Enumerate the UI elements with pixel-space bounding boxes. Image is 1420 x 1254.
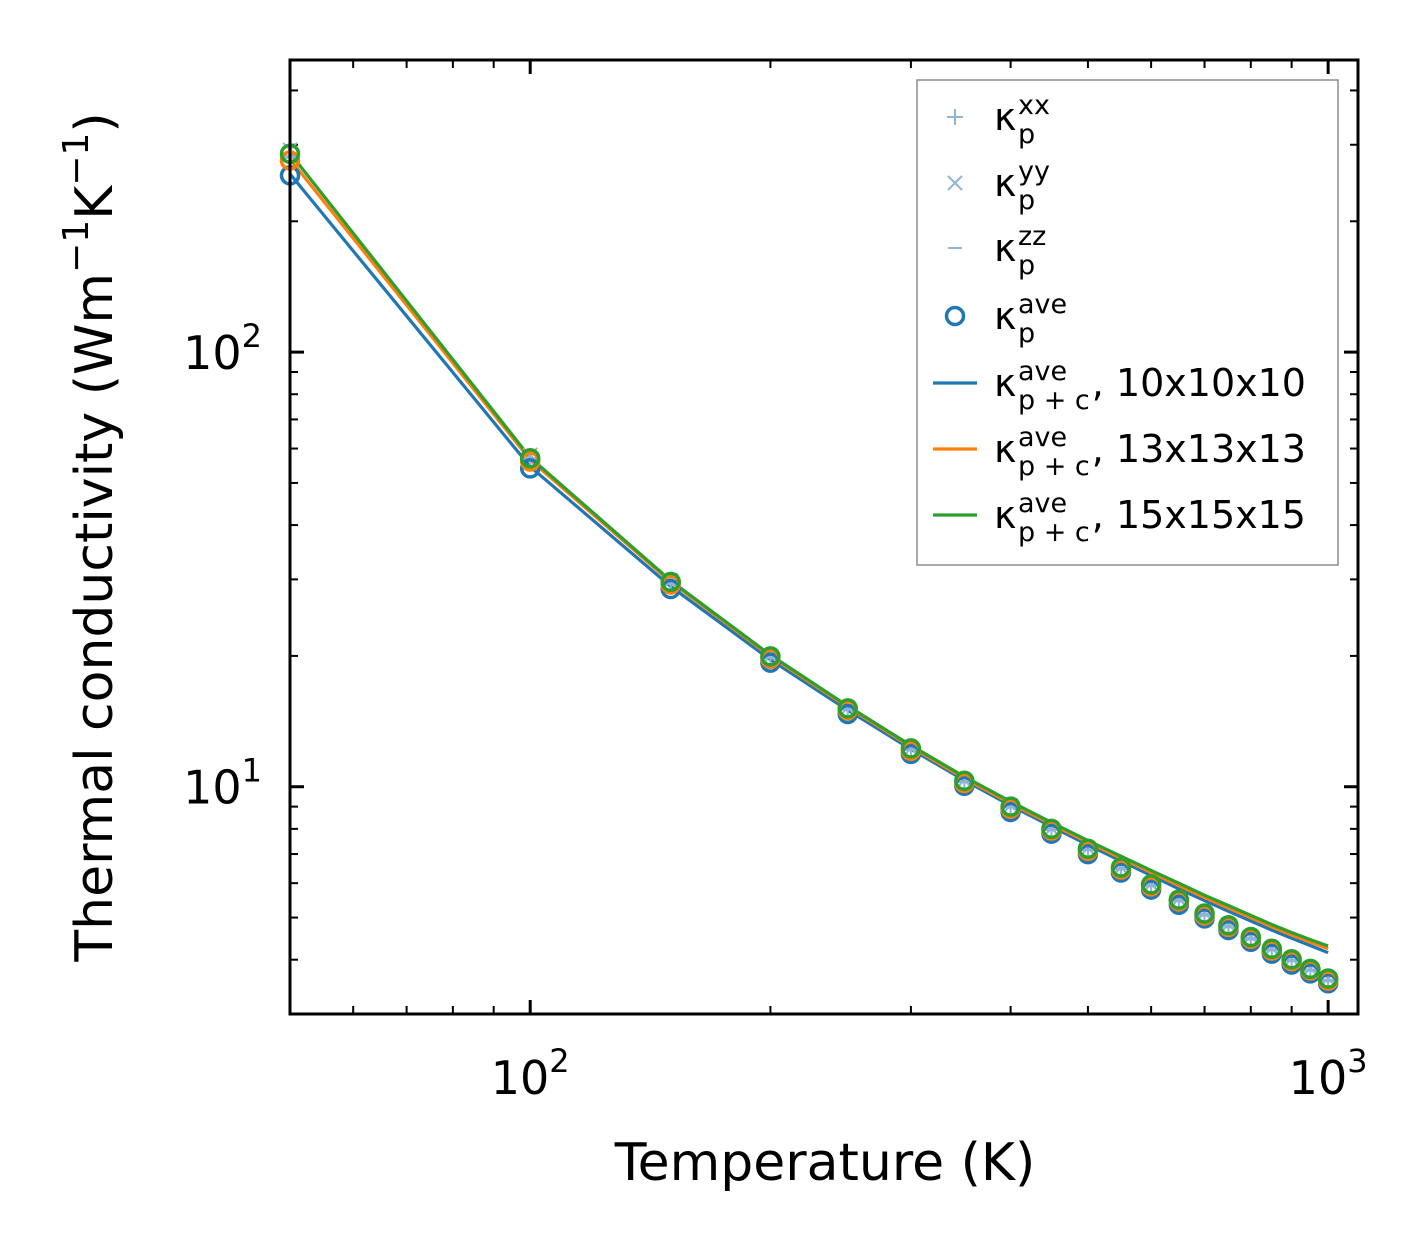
legend-kappa-l15: κ [994, 493, 1016, 537]
y-axis-label-main: Thermal conductivity (Wm [65, 273, 125, 963]
point-kave15-950 [1300, 958, 1321, 980]
legend-sup-kxx: xx [1018, 90, 1050, 121]
y-tick-label-100: 102 [183, 317, 262, 380]
legend-box [916, 79, 1339, 566]
legend-entry-kzz: κ zzp [948, 221, 1046, 281]
y-tick-100-exp: 2 [242, 317, 262, 355]
legend-swatch-kave [944, 305, 966, 327]
point-kave15-550 [1110, 857, 1132, 878]
y-axis-label-close: ) [65, 112, 125, 132]
point-kave15-800 [1240, 926, 1262, 948]
point-kave15-100 [519, 447, 541, 469]
legend-kappa-l13: κ [994, 427, 1016, 471]
series-line-l15 [288, 152, 1329, 948]
point-kave15-250 [837, 698, 858, 719]
y-axis-label-k: K [65, 184, 125, 220]
point-kave15-300 [900, 738, 922, 759]
point-kave15-850 [1261, 938, 1283, 959]
legend-kappa-kave: κ [994, 294, 1016, 338]
x-tick-1000-exp: 3 [1347, 1042, 1367, 1080]
x-tick-label-100: 102 [491, 1042, 570, 1105]
point-kave15-700 [1194, 903, 1215, 924]
point-kave15-750 [1218, 915, 1239, 936]
legend-subscript-kxx: p [1018, 119, 1035, 150]
legend-subscript-kzz: p [1018, 250, 1035, 281]
y-tick-label-10: 101 [183, 752, 262, 815]
y-axis-label: Thermal conductivity (Wm−1K−1) [56, 112, 125, 962]
point-kave15-900 [1281, 948, 1302, 970]
legend-sup-l15: ave [1018, 488, 1067, 519]
point-kave15-500 [1077, 838, 1099, 859]
series-line-l10 [288, 172, 1329, 955]
point-kave15-150 [660, 571, 681, 593]
legend-label-l10: , 10x10x10 [1092, 361, 1306, 405]
legend-entry-kxx: κ xxp [947, 90, 1050, 150]
legend-subscript-l13: p + c [1018, 451, 1090, 482]
legend-swatch-kxx [947, 109, 963, 125]
x-tick-label-1000: 103 [1289, 1042, 1368, 1105]
legend-sup-kave: ave [1018, 289, 1067, 320]
point-kave15-450 [1041, 818, 1062, 840]
y-tick-10-exp: 1 [242, 752, 262, 790]
legend-sup-kyy: yy [1018, 156, 1050, 187]
legend-kappa-kzz: κ [994, 226, 1016, 270]
legend-subscript-kyy: p [1018, 185, 1035, 216]
y-axis-label-exp2: −1 [56, 133, 97, 186]
legend-swatch-kyy [947, 175, 963, 191]
y-tick-10-base: 10 [183, 761, 242, 815]
legend-label-l15: , 15x15x15 [1092, 493, 1306, 537]
x-tick-100-base: 10 [491, 1051, 550, 1105]
point-kave15-650 [1168, 889, 1190, 910]
y-axis-label-exp1: −1 [56, 220, 97, 273]
y-tick-100-base: 10 [183, 326, 242, 380]
point-kave15-400 [1000, 796, 1021, 817]
marker-layer [279, 142, 1339, 994]
legend-subscript-kave: p [1018, 318, 1035, 349]
legend-label-l13: , 13x13x13 [1092, 427, 1306, 471]
legend-kappa-kxx: κ [994, 95, 1016, 139]
plot-frame [288, 58, 1360, 1016]
x-tick-1000-base: 10 [1289, 1051, 1348, 1105]
point-kave15-200 [760, 646, 781, 667]
x-axis-label: Temperature (K) [614, 1133, 1036, 1193]
point-kave15-600 [1140, 874, 1162, 895]
legend-entry-kyy: κ yyp [947, 156, 1050, 216]
legend-subscript-l10: p + c [1018, 385, 1090, 416]
major-ticks [290, 60, 1358, 1014]
legend-sup-l10: ave [1018, 356, 1067, 387]
legend-kappa-kyy: κ [994, 161, 1016, 205]
marker-series-kave15 [279, 143, 1339, 989]
point-kave15-1000 [1317, 968, 1339, 989]
point-kave15-350 [954, 770, 975, 792]
legend-sup-kzz: zz [1018, 221, 1046, 252]
legend-kappa-l10: κ [994, 361, 1016, 405]
x-tick-100-exp: 2 [549, 1042, 569, 1080]
legend-subscript-l15: p + c [1018, 517, 1090, 548]
legend-sup-l13: ave [1018, 422, 1067, 453]
point-kave-100 [519, 458, 541, 479]
series-layer [288, 152, 1329, 955]
